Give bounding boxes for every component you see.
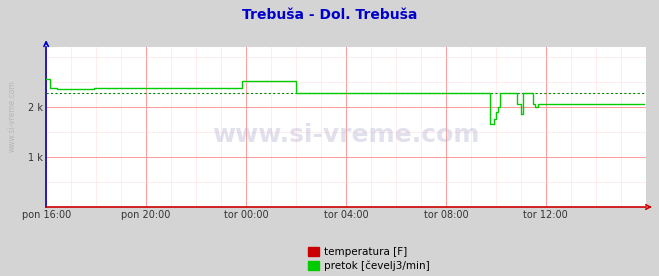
Legend: temperatura [F], pretok [čevelj3/min]: temperatura [F], pretok [čevelj3/min] (308, 247, 430, 271)
Text: www.si-vreme.com: www.si-vreme.com (212, 123, 480, 147)
Text: Trebuša - Dol. Trebuša: Trebuša - Dol. Trebuša (242, 8, 417, 22)
Text: www.si-vreme.com: www.si-vreme.com (8, 80, 17, 152)
